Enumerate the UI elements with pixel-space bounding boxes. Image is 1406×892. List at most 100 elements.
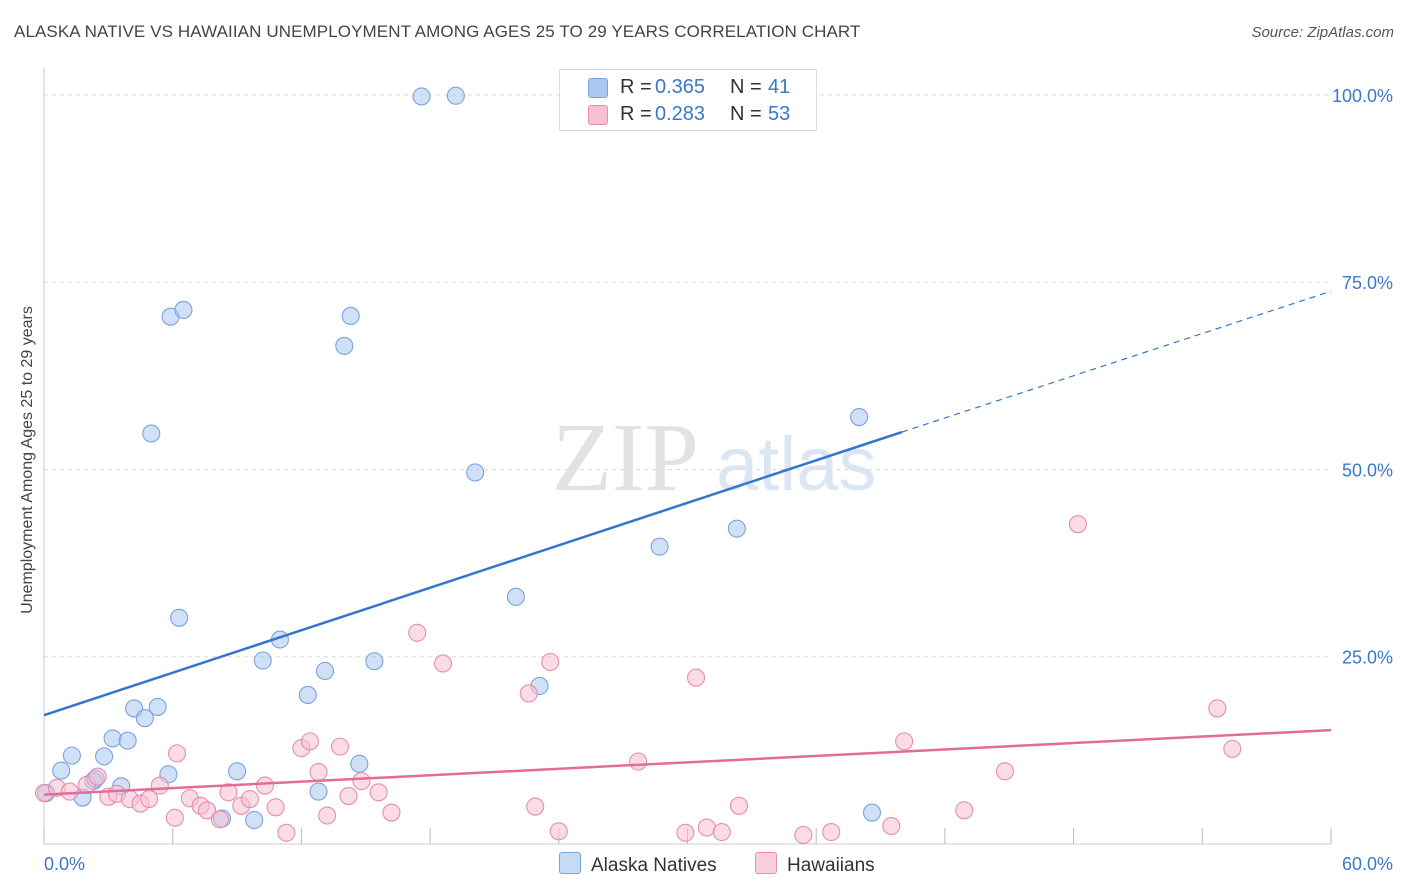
hawaiians-point	[629, 752, 648, 771]
hawaiians-point	[882, 816, 901, 836]
hawaiians-point	[433, 654, 453, 673]
hawaiians-point	[140, 790, 159, 809]
legend-r-value: 0.365	[655, 76, 706, 98]
hawaiians-point	[1223, 739, 1242, 758]
hawaiians-point	[165, 808, 184, 827]
hawaiians-point	[687, 668, 706, 687]
hawaiians-point	[266, 798, 285, 817]
legend-row-alaska: R = 0.365 N = 41	[560, 74, 816, 100]
hawaiians-point	[197, 801, 217, 820]
hawaiians-point	[519, 684, 538, 703]
alaska-natives-trend-extension	[901, 290, 1332, 433]
alaska-natives-point	[309, 782, 328, 801]
x-tick-label: 60.0%	[1342, 854, 1393, 874]
bottom-legend-alaska: Alaska Natives	[559, 852, 717, 877]
grid-lines	[44, 94, 1331, 658]
hawaiians-point	[277, 823, 296, 842]
hawaiians-point	[541, 652, 560, 672]
watermark: ZIP atlas	[552, 404, 877, 512]
bottom-legend-swatch-alaska	[559, 852, 581, 874]
hawaiians-point	[1068, 515, 1087, 534]
alaska-natives-point	[446, 86, 465, 105]
legend-swatch-alaska	[588, 78, 608, 98]
x-tick-label: 0.0%	[44, 854, 85, 874]
alaska-natives-point	[315, 661, 335, 681]
y-axis-label-wrap: Unemployment Among Ages 25 to 29 years	[16, 260, 40, 660]
alaska-natives-point	[228, 762, 247, 781]
watermark-zip: ZIP	[552, 404, 699, 512]
hawaiians-point	[995, 762, 1015, 781]
hawaiians-point	[895, 732, 914, 751]
alaska-natives-point	[142, 424, 161, 443]
alaska-natives-point	[245, 810, 264, 830]
legend-n-value: 53	[768, 103, 791, 125]
alaska-natives-point	[298, 685, 317, 704]
alaska-natives-point	[350, 754, 369, 773]
legend-n-label: N =	[730, 103, 762, 125]
bottom-legend-swatch-hawaiians	[755, 852, 777, 874]
alaska-natives-point	[174, 300, 193, 319]
hawaiians-point	[300, 732, 320, 751]
alaska-natives-point	[62, 746, 81, 765]
alaska-natives-point	[170, 608, 189, 627]
hawaiians-point	[369, 783, 388, 802]
hawaiians-point	[1208, 699, 1227, 718]
alaska-natives-point	[335, 336, 354, 355]
hawaiians-point	[167, 744, 187, 763]
legend-n-value: 41	[768, 76, 791, 98]
legend-r-label: R =	[620, 76, 652, 98]
alaska-natives-point	[412, 87, 431, 106]
hawaiians-point	[955, 801, 974, 820]
legend-n-label: N =	[730, 76, 762, 98]
legend-swatch-hawaiians	[588, 105, 608, 125]
hawaiians-point	[88, 767, 107, 786]
hawaiians-point	[210, 810, 229, 829]
hawaiians-point	[240, 790, 259, 809]
hawaiians-point	[794, 825, 813, 845]
hawaiians-point	[318, 806, 337, 825]
alaska-natives-point	[850, 408, 869, 427]
bottom-legend-hawaiians: Hawaiians	[755, 852, 875, 877]
y-tick-label: 25.0%	[1342, 648, 1393, 668]
hawaiians-points	[34, 515, 1242, 845]
alaska-natives-point	[95, 747, 114, 766]
hawaiians-point	[309, 763, 328, 782]
bottom-legend-label-hawaiians: Hawaiians	[787, 855, 875, 876]
alaska-natives-point	[862, 803, 882, 822]
hawaiians-point	[150, 776, 169, 795]
hawaiians-point	[549, 822, 568, 841]
alaska-natives-point	[52, 761, 71, 780]
hawaiians-point	[60, 782, 79, 801]
alaska-natives-point	[118, 731, 137, 750]
alaska-natives-point	[135, 709, 154, 728]
hawaiians-point	[822, 822, 841, 842]
y-tick-label: 75.0%	[1342, 273, 1393, 293]
tick-labels: 25.0% 50.0% 75.0% 100.0% 0.0% 60.0%	[44, 86, 1393, 874]
y-tick-label: 100.0%	[1332, 86, 1393, 106]
hawaiians-point	[697, 818, 716, 837]
alaska-natives-trend-line	[43, 430, 903, 717]
hawaiians-point	[255, 776, 274, 795]
hawaiians-point	[676, 823, 695, 842]
source-label: Source: ZipAtlas.com	[1251, 24, 1394, 41]
chart-title: ALASKA NATIVE VS HAWAIIAN UNEMPLOYMENT A…	[14, 22, 861, 41]
hawaiians-point	[219, 783, 238, 802]
alaska-natives-point	[253, 651, 272, 670]
hawaiians-point	[352, 772, 371, 791]
hawaiians-point	[526, 797, 545, 816]
alaska-natives-point	[365, 652, 384, 671]
hawaiians-point	[339, 787, 358, 806]
legend-r-value: 0.283	[655, 103, 706, 125]
alaska-natives-point	[466, 463, 485, 482]
legend-r-label: R =	[620, 103, 652, 125]
bottom-legend-label-alaska: Alaska Natives	[591, 855, 717, 876]
alaska-natives-point	[341, 306, 360, 325]
y-tick-label: 50.0%	[1342, 460, 1393, 480]
y-axis-label: Unemployment Among Ages 25 to 29 years	[19, 306, 36, 614]
alaska-natives-point	[103, 729, 122, 748]
legend-row-hawaiians: R = 0.283 N = 53	[560, 101, 816, 127]
alaska-natives-point	[650, 537, 669, 556]
hawaiians-point	[330, 737, 350, 756]
hawaiians-trend-line	[43, 728, 1332, 796]
